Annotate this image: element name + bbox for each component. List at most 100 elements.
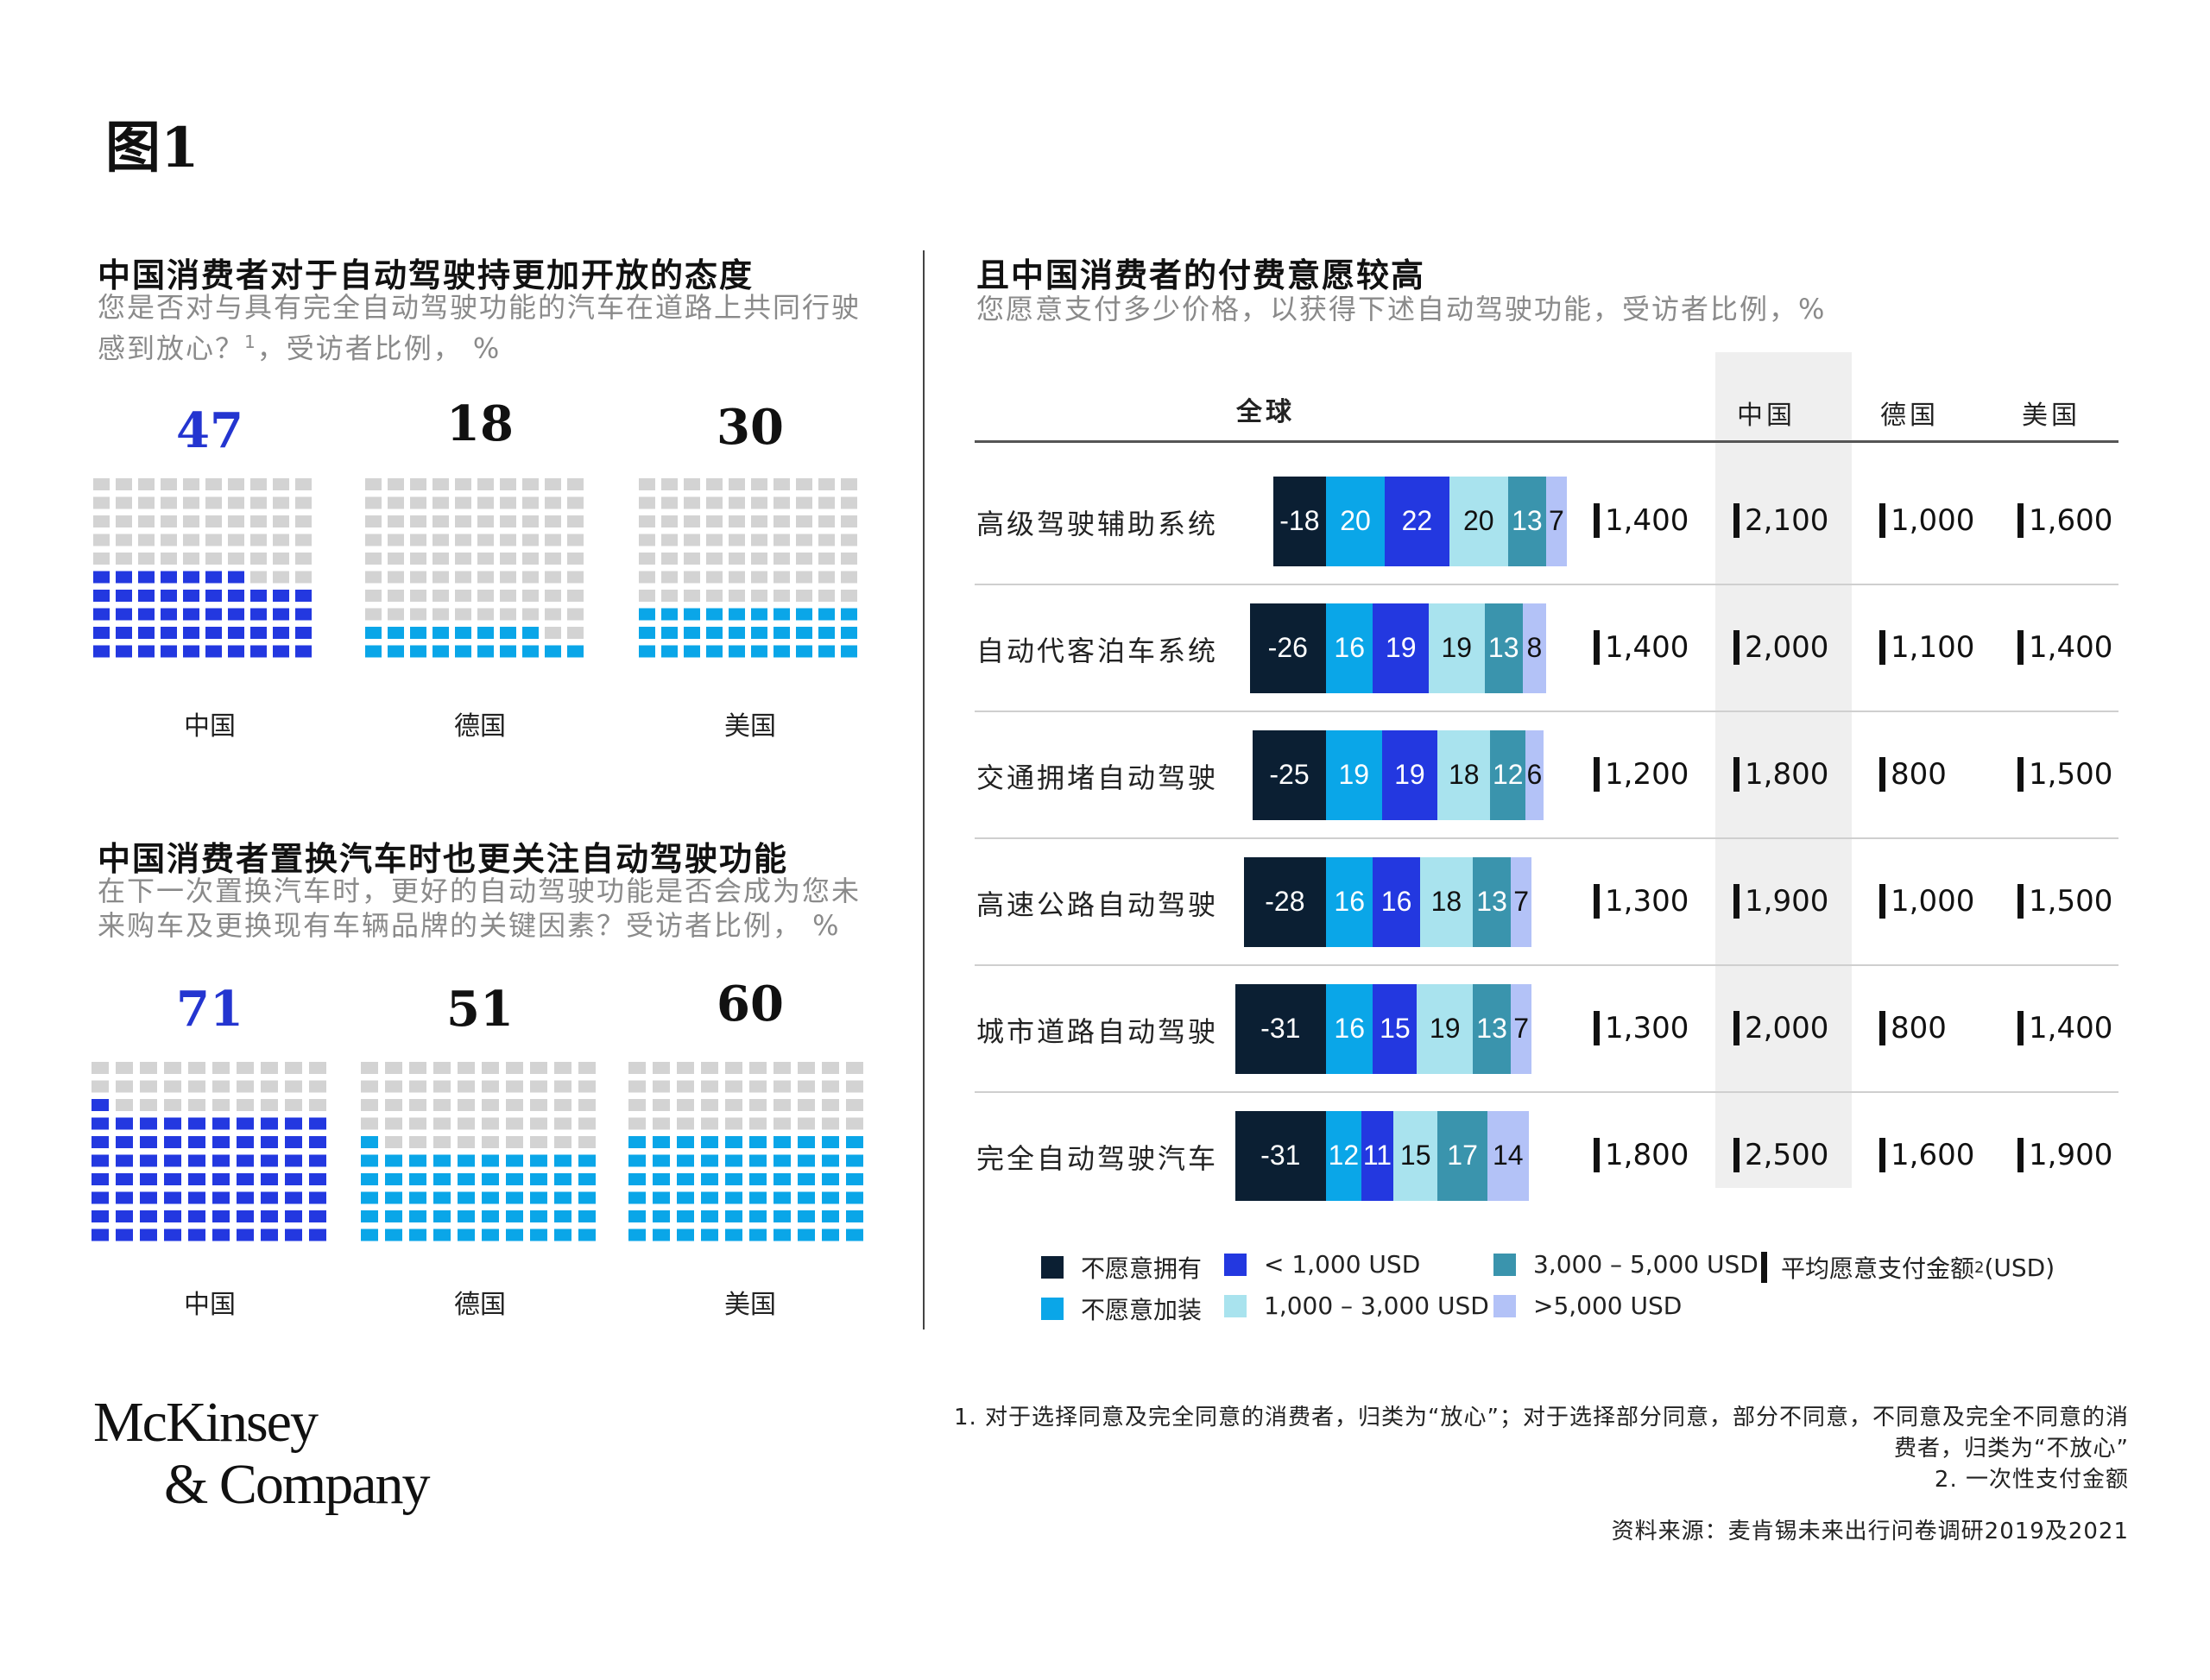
waffle-cell-empty [530, 1080, 547, 1093]
waffle-cell-empty [285, 1099, 302, 1111]
waffle-cell-empty [388, 608, 404, 621]
waffle1-value-china: 47 [176, 402, 243, 459]
waffle-cell-filled [653, 1210, 670, 1222]
waffle-cell-empty [706, 515, 723, 527]
waffle-cell-filled [749, 1191, 767, 1204]
bar-segment: 15 [1373, 983, 1418, 1074]
row-label: 高级驾驶辅助系统 [976, 508, 1219, 540]
waffle-cell-filled [409, 1173, 426, 1185]
waffle-cell-empty [183, 553, 199, 565]
waffle-cell-filled [433, 1228, 451, 1241]
waffle-cell-empty [477, 515, 494, 527]
legend-avg-marker [1761, 1252, 1767, 1283]
waffle-cell-filled [409, 1228, 426, 1241]
waffle-cell-empty [250, 571, 267, 584]
avg-marker [1879, 630, 1885, 665]
waffle-cell-empty [140, 1062, 157, 1074]
legend-swatch-teal [1493, 1253, 1516, 1276]
waffle-cell-empty [116, 1080, 133, 1093]
waffle-cell-empty [250, 553, 267, 565]
waffle-cell-filled [578, 1173, 596, 1185]
legend-lt1000-label: < 1,000 USD [1264, 1250, 1421, 1279]
waffle-cell-filled [237, 1173, 254, 1185]
row-divider [975, 1091, 2118, 1093]
waffle-cell-empty [522, 590, 539, 602]
legend-unwilling-own-label: 不愿意拥有 [1081, 1254, 1203, 1283]
avg-marker [2017, 757, 2024, 792]
waffle-cell-empty [749, 1117, 767, 1130]
waffle-cell-filled [295, 608, 312, 621]
waffle1-china [93, 478, 312, 658]
avg-value-text: 1,600 [2029, 503, 2113, 538]
waffle-cell-empty [388, 515, 404, 527]
waffle-cell-filled [701, 1210, 718, 1222]
waffle-cell-empty [628, 1080, 646, 1093]
waffle-cell-empty [639, 478, 655, 490]
legend-unwilling-own: 不愿意拥有 [1041, 1250, 1202, 1285]
waffle-cell-empty [567, 534, 584, 546]
waffle-cell-empty [477, 590, 494, 602]
waffle-cell-filled [706, 645, 723, 658]
waffle-cell-empty [477, 478, 494, 490]
waffle-cell-filled [798, 1191, 815, 1204]
waffle-cell-filled [639, 627, 655, 639]
waffle-cell-filled [261, 1173, 278, 1185]
waffle-cell-filled [751, 627, 767, 639]
bar-segment: 7 [1546, 476, 1567, 566]
bar-segment: 15 [1393, 1110, 1438, 1201]
waffle2-value-china: 71 [176, 981, 243, 1038]
waffle1-label-china: 中国 [184, 711, 236, 742]
waffle-cell-filled [639, 645, 655, 658]
waffle-cell-filled [138, 571, 155, 584]
bar-segment: 8 [1522, 603, 1546, 693]
waffle-cell-filled [749, 1154, 767, 1167]
waffle-cell-empty [684, 590, 700, 602]
waffle-cell-empty [506, 1136, 523, 1148]
waffle-cell-empty [578, 1062, 596, 1074]
avg-marker [1733, 630, 1740, 665]
waffle-cell-filled [309, 1228, 326, 1241]
avg-value: 1,200 [1594, 757, 1689, 792]
waffle-cell-empty [455, 478, 471, 490]
waffle-cell-empty [273, 553, 289, 565]
waffle-cell-empty [846, 1062, 863, 1074]
waffle-cell-filled [818, 627, 835, 639]
avg-value-text: 1,500 [2029, 884, 2113, 919]
vertical-divider [923, 250, 925, 1329]
waffle-cell-empty [774, 553, 790, 565]
avg-marker [1594, 1138, 1600, 1172]
waffle-cell-empty [846, 1117, 863, 1130]
waffle-cell-empty [751, 496, 767, 509]
bar-segment: 16 [1326, 603, 1373, 693]
waffle-cell-empty [822, 1062, 839, 1074]
bar-segment: 20 [1449, 476, 1508, 566]
waffle-cell-filled [433, 627, 449, 639]
waffle-cell-empty [661, 515, 678, 527]
waffle-cell-empty [818, 553, 835, 565]
avg-marker [1733, 757, 1740, 792]
waffle-cell-filled [161, 590, 177, 602]
waffle-cell-empty [385, 1117, 402, 1130]
waffle-cell-filled [653, 1154, 670, 1167]
waffle-cell-filled [116, 571, 132, 584]
waffle-cell-empty [433, 534, 449, 546]
waffle-cell-filled [388, 627, 404, 639]
waffle-cell-filled [93, 590, 110, 602]
waffle-cell-empty [554, 1136, 571, 1148]
waffle-cell-filled [183, 645, 199, 658]
avg-value-text: 1,800 [1605, 1138, 1689, 1172]
waffle-cell-filled [309, 1136, 326, 1148]
waffle-cell-empty [455, 590, 471, 602]
waffle-cell-empty [116, 496, 132, 509]
waffle-cell-filled [388, 645, 404, 658]
waffle-cell-empty [774, 590, 790, 602]
waffle-cell-empty [433, 515, 449, 527]
waffle-cell-empty [822, 1099, 839, 1111]
waffle-cell-filled [116, 627, 132, 639]
waffle-cell-filled [116, 1228, 133, 1241]
avg-value-text: 1,900 [2029, 1138, 2113, 1172]
waffle-cell-filled [567, 645, 584, 658]
row-divider [975, 837, 2118, 839]
waffle-cell-empty [285, 1080, 302, 1093]
waffle-cell-filled [749, 1136, 767, 1148]
